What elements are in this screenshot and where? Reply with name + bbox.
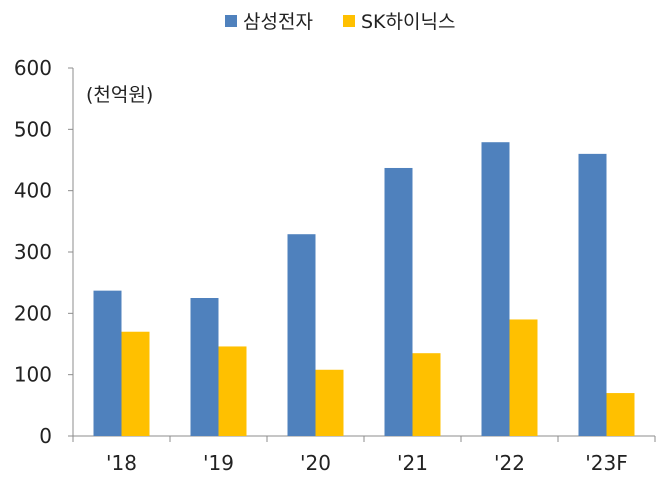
x-tick-label: '19 [203, 451, 234, 475]
bar-samsung-3 [384, 167, 413, 436]
y-tick-label: 0 [39, 424, 52, 448]
x-tick-label: '22 [494, 451, 525, 475]
bar-skhynix-0 [121, 331, 150, 436]
bar-samsung-5 [578, 153, 607, 436]
y-tick-label: 300 [14, 240, 52, 264]
bar-skhynix-3 [412, 353, 441, 436]
bar-skhynix-4 [509, 319, 538, 436]
axes [72, 68, 656, 442]
bars [93, 142, 635, 437]
x-tick-label: '20 [300, 451, 331, 475]
y-tick-label: 200 [14, 301, 52, 325]
unit-label: (천억원) [86, 84, 153, 106]
bar-samsung-0 [93, 290, 122, 436]
bar-skhynix-1 [218, 346, 247, 436]
legend-swatch-0 [225, 15, 237, 27]
bar-samsung-4 [481, 142, 510, 437]
bar-skhynix-5 [606, 393, 635, 436]
legend-swatch-1 [343, 15, 355, 27]
legend-label-0: 삼성전자 [243, 11, 313, 33]
x-axis-ticks: '18 '19 '20 '21 '22 '23F [106, 451, 628, 475]
y-tick-label: 500 [14, 117, 52, 141]
bar-samsung-1 [190, 298, 219, 436]
bar-skhynix-2 [315, 369, 344, 436]
legend-label-1: SK하이닉스 [361, 11, 455, 33]
legend: 삼성전자 SK하이닉스 [225, 11, 455, 33]
y-tick-label: 400 [14, 179, 52, 203]
y-tick-label: 600 [14, 56, 52, 80]
bar-samsung-2 [287, 234, 316, 436]
x-tick-label: '21 [397, 451, 428, 475]
y-axis-ticks: 0 100 200 300 400 500 600 [14, 56, 73, 448]
x-tick-label: '18 [106, 451, 137, 475]
y-tick-label: 100 [14, 363, 52, 387]
x-tick-label: '23F [585, 451, 627, 475]
